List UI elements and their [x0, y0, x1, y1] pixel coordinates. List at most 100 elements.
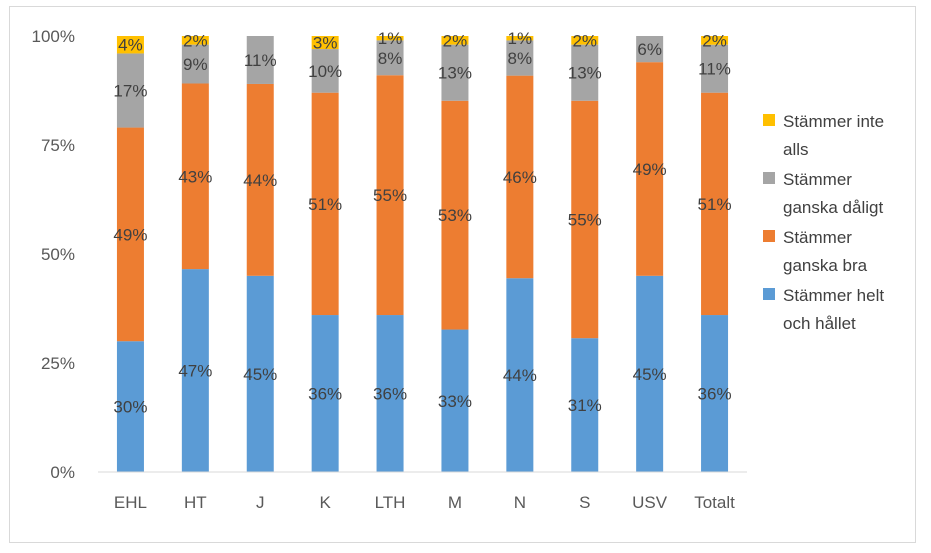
- data-label: 4%: [118, 36, 143, 55]
- bar-segment-4: [116, 36, 144, 54]
- legend-label: Stämmer helt: [783, 286, 884, 305]
- data-label: 2%: [702, 31, 727, 50]
- data-label: 2%: [443, 31, 468, 50]
- data-label: 36%: [308, 385, 342, 404]
- data-label: 11%: [698, 60, 731, 79]
- bar-segment-4: [311, 36, 339, 50]
- data-label: 45%: [243, 365, 277, 384]
- data-label: 53%: [438, 206, 472, 225]
- x-tick-label: USV: [632, 493, 668, 512]
- data-label: 49%: [633, 160, 667, 179]
- data-label: 30%: [113, 398, 147, 417]
- bar-segment-2: [701, 92, 729, 316]
- bar-segment-3: [636, 36, 664, 63]
- x-tick-label: HT: [184, 493, 207, 512]
- x-tick-label: M: [448, 493, 462, 512]
- data-label: 9%: [183, 55, 208, 74]
- bar-segment-3: [181, 44, 209, 84]
- data-label: 17%: [113, 82, 147, 101]
- bar-segment-4: [701, 36, 729, 45]
- bar-segment-4: [441, 36, 469, 45]
- data-label: 8%: [508, 49, 533, 68]
- data-label: 13%: [438, 64, 472, 83]
- y-tick-label: 50%: [41, 245, 75, 264]
- bar-segment-3: [246, 36, 274, 84]
- data-label: 13%: [568, 64, 602, 83]
- data-label: 2%: [183, 31, 208, 50]
- bar-segment-3: [116, 53, 144, 128]
- x-tick-label: N: [514, 493, 526, 512]
- data-label: 33%: [438, 392, 472, 411]
- data-label: 44%: [503, 366, 537, 385]
- x-tick-label: S: [579, 493, 590, 512]
- bar-segment-1: [246, 275, 274, 472]
- y-tick-label: 0%: [50, 463, 75, 482]
- data-label: 55%: [568, 210, 602, 229]
- data-label: 2%: [572, 31, 597, 50]
- bar-segment-4: [506, 36, 534, 41]
- bar-segment-3: [376, 40, 404, 76]
- bar-segment-3: [571, 44, 599, 101]
- bar-segment-1: [571, 338, 599, 472]
- data-label: 45%: [633, 365, 667, 384]
- data-label: 44%: [243, 171, 277, 190]
- bar-segment-1: [636, 275, 664, 472]
- legend-swatch: [763, 114, 775, 126]
- legend-label: Stämmer: [783, 170, 852, 189]
- bar-segment-3: [441, 44, 469, 101]
- legend-label: Stämmer inte: [783, 112, 884, 131]
- data-label: 31%: [568, 396, 602, 415]
- y-tick-label: 25%: [41, 354, 75, 373]
- bar-segment-1: [441, 329, 469, 472]
- data-label: 51%: [308, 195, 342, 214]
- bar-segment-2: [636, 62, 664, 276]
- data-label: 6%: [637, 40, 662, 59]
- legend-label: ganska bra: [783, 256, 868, 275]
- x-tick-label: LTH: [375, 493, 406, 512]
- x-tick-label: K: [319, 493, 331, 512]
- y-tick-label: 75%: [41, 136, 75, 155]
- data-label: 47%: [178, 362, 212, 381]
- bar-segment-2: [181, 83, 209, 270]
- bar-segment-1: [376, 315, 404, 472]
- bar-segment-3: [311, 49, 339, 93]
- bar-segment-2: [311, 92, 339, 316]
- data-label: 36%: [698, 385, 732, 404]
- bar-segment-2: [571, 100, 599, 339]
- legend-label: alls: [783, 140, 809, 159]
- data-label: 51%: [698, 195, 732, 214]
- data-label: 49%: [113, 225, 147, 244]
- legend-label: Stämmer: [783, 228, 852, 247]
- y-tick-label: 100%: [32, 27, 75, 46]
- data-label: 43%: [178, 167, 212, 186]
- bar-segment-3: [701, 44, 729, 93]
- x-tick-label: Totalt: [694, 493, 735, 512]
- legend-swatch: [763, 172, 775, 184]
- data-label: 46%: [503, 168, 537, 187]
- bar-segment-2: [246, 83, 274, 276]
- bar-segment-1: [181, 269, 209, 472]
- legend-swatch: [763, 230, 775, 242]
- bar-segment-4: [376, 36, 404, 41]
- bar-segment-3: [506, 40, 534, 76]
- bar-segment-4: [181, 36, 209, 45]
- bar-segment-2: [116, 127, 144, 342]
- data-label: 1%: [508, 29, 533, 48]
- data-label: 8%: [378, 49, 403, 68]
- data-label: 11%: [244, 51, 277, 70]
- data-label: 36%: [373, 385, 407, 404]
- bar-segment-1: [701, 315, 729, 472]
- legend-label: och hållet: [783, 314, 856, 333]
- data-label: 3%: [313, 34, 338, 53]
- data-label: 10%: [308, 62, 342, 81]
- bar-segment-4: [571, 36, 599, 45]
- legend-label: ganska dåligt: [783, 198, 883, 217]
- bar-segment-1: [116, 341, 144, 472]
- legend-swatch: [763, 288, 775, 300]
- bar-segment-1: [506, 278, 534, 472]
- bar-segment-2: [376, 75, 404, 316]
- bar-segment-2: [506, 75, 534, 279]
- x-tick-label: J: [256, 493, 265, 512]
- data-label: 55%: [373, 186, 407, 205]
